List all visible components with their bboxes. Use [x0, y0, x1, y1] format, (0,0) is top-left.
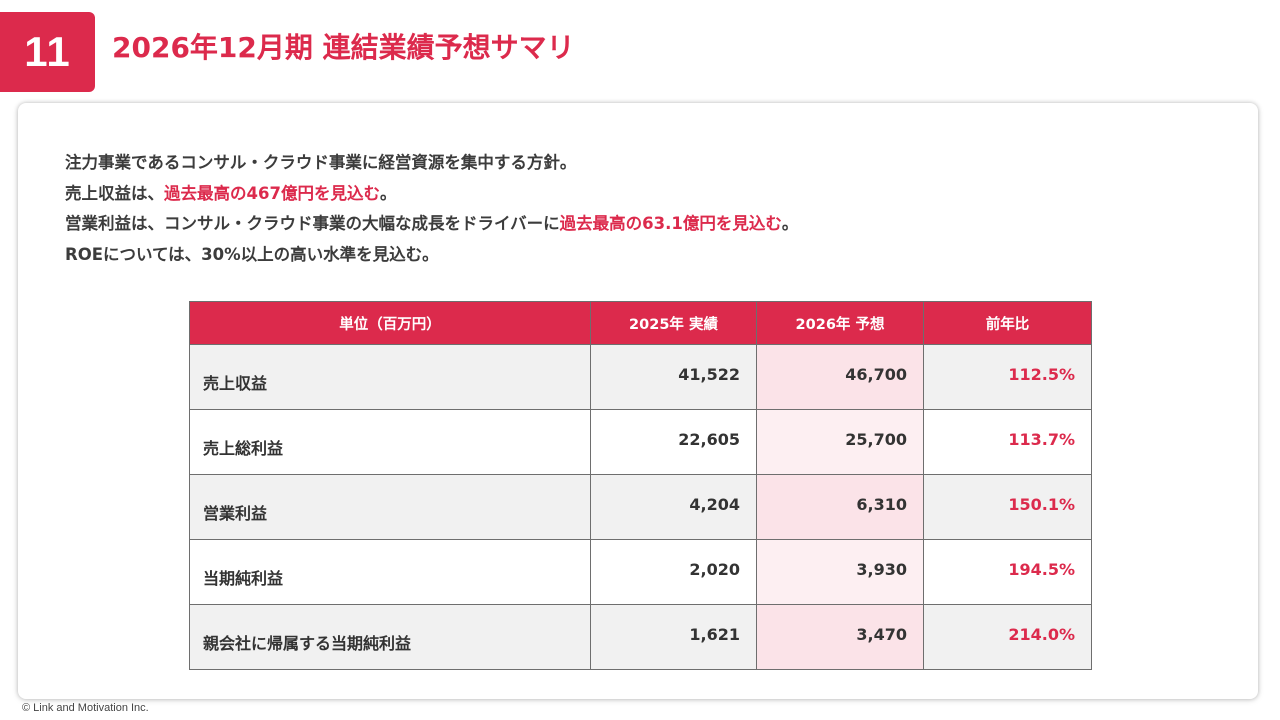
summary-text-segment: ROEについては、30%以上の高い水準を見込む。 [65, 244, 439, 264]
summary-text-segment: 。 [379, 183, 397, 203]
table-row: 売上総利益 22,605 25,700 113.7% [189, 409, 1092, 475]
forecast-value: 46,700 [756, 344, 924, 410]
summary-text: 注力事業であるコンサル・クラウド事業に経営資源を集中する方針。 売上収益は、過去… [65, 148, 798, 270]
page-title: 2026年12月期 連結業績予想サマリ [112, 31, 575, 64]
forecast-value: 25,700 [756, 409, 924, 475]
table-row: 売上収益 41,522 46,700 112.5% [189, 344, 1092, 410]
forecast-table-container: 単位（百万円） 2025年 実績 2026年 予想 前年比 売上収益 41,52… [189, 301, 1092, 670]
actual-value: 22,605 [590, 409, 757, 475]
row-label: 売上総利益 [189, 409, 591, 475]
row-label: 当期純利益 [189, 539, 591, 605]
copyright-footer: © Link and Motivation Inc. [22, 702, 149, 714]
summary-text-segment: 注力事業であるコンサル・クラウド事業に経営資源を集中する方針。 [65, 153, 577, 172]
summary-line: 注力事業であるコンサル・クラウド事業に経営資源を集中する方針。 [65, 148, 798, 179]
header-2025-actual: 2025年 実績 [590, 301, 757, 345]
actual-value: 41,522 [590, 344, 757, 410]
row-label: 親会社に帰属する当期純利益 [189, 604, 591, 670]
actual-value: 4,204 [590, 474, 757, 540]
yoy-value: 214.0% [923, 604, 1092, 670]
table-row: 親会社に帰属する当期純利益 1,621 3,470 214.0% [189, 604, 1092, 670]
yoy-value: 194.5% [923, 539, 1092, 605]
forecast-value: 6,310 [756, 474, 924, 540]
yoy-value: 150.1% [923, 474, 1092, 540]
summary-text-segment: 。 [781, 214, 799, 233]
page-number-badge: 11 [0, 12, 95, 92]
content-card: 注力事業であるコンサル・クラウド事業に経営資源を集中する方針。 売上収益は、過去… [18, 103, 1258, 699]
header-2026-forecast: 2026年 予想 [756, 301, 924, 345]
forecast-table: 単位（百万円） 2025年 実績 2026年 予想 前年比 売上収益 41,52… [189, 301, 1092, 670]
row-label: 売上収益 [189, 344, 591, 410]
actual-value: 2,020 [590, 539, 757, 605]
row-label: 営業利益 [189, 474, 591, 540]
summary-line: ROEについては、30%以上の高い水準を見込む。 [65, 240, 798, 271]
yoy-value: 113.7% [923, 409, 1092, 475]
summary-text-segment: 売上収益は、 [65, 183, 164, 203]
summary-line: 売上収益は、過去最高の467億円を見込む。 [65, 179, 798, 210]
forecast-value: 3,930 [756, 539, 924, 605]
header-unit: 単位（百万円） [189, 301, 591, 345]
revenue-highlight: 過去最高の467億円を見込む [164, 183, 380, 203]
header-yoy: 前年比 [923, 301, 1092, 345]
yoy-value: 112.5% [923, 344, 1092, 410]
table-row: 営業利益 4,204 6,310 150.1% [189, 474, 1092, 540]
actual-value: 1,621 [590, 604, 757, 670]
table-row: 当期純利益 2,020 3,930 194.5% [189, 539, 1092, 605]
operating-profit-highlight: 過去最高の63.1億円を見込む [559, 214, 782, 233]
summary-line: 営業利益は、コンサル・クラウド事業の大幅な成長をドライバーに過去最高の63.1億… [65, 209, 798, 240]
summary-text-segment: 営業利益は、コンサル・クラウド事業の大幅な成長をドライバーに [65, 214, 560, 233]
table-header-row: 単位（百万円） 2025年 実績 2026年 予想 前年比 [189, 301, 1092, 345]
forecast-value: 3,470 [756, 604, 924, 670]
